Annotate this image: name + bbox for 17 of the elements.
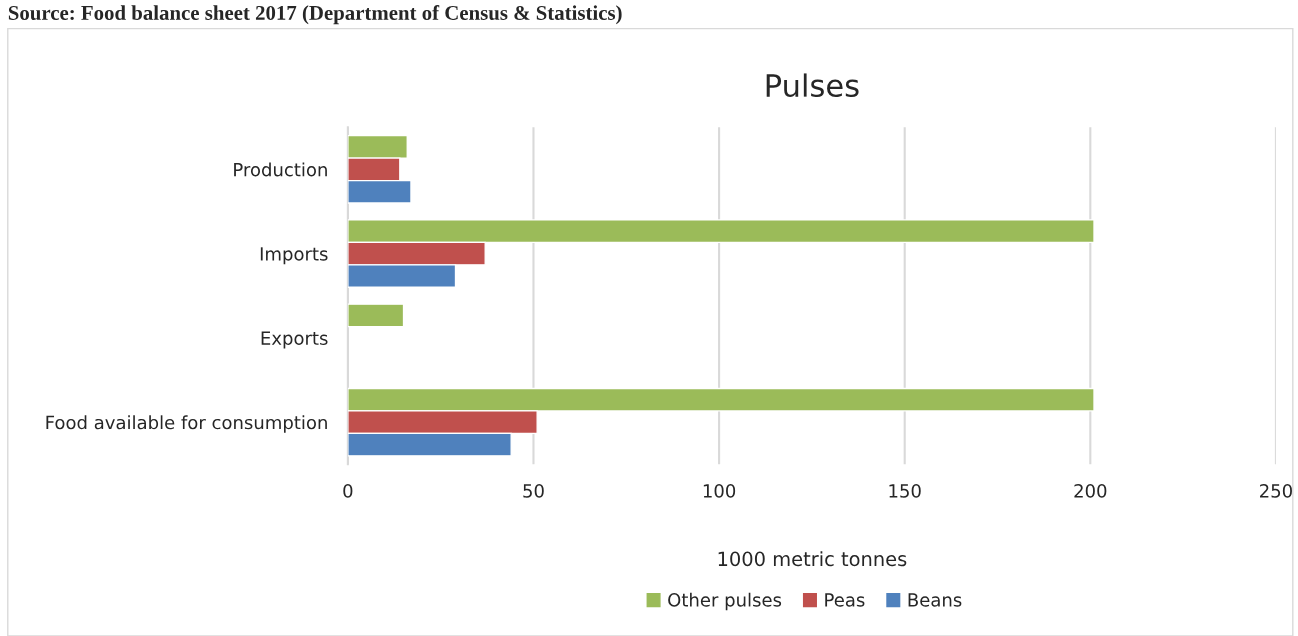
y-tick-label: Imports [260, 247, 328, 265]
legend-label: Peas [825, 593, 865, 607]
y-tick-label: Exports [261, 331, 328, 349]
x-tick-label: 250 [1260, 484, 1292, 498]
bar [347, 303, 405, 328]
legend-label: Other pulses [668, 592, 782, 611]
x-tick-label: 50 [523, 484, 544, 498]
x-axis-title: 1000 metric tonnes [718, 551, 907, 567]
legend-label: Beans [908, 593, 962, 607]
x-tick-label: 100 [703, 484, 736, 498]
chart-title: Pulses [766, 73, 859, 98]
x-tick-label: 200 [1074, 484, 1107, 498]
y-tick-label: Food available for consumption [46, 415, 327, 433]
source-note: Source: Food balance sheet 2017 (Department of Census & Statistics) [8, 5, 622, 25]
x-tick-label: 150 [889, 484, 921, 498]
x-tick-label: 0 [343, 484, 353, 498]
y-tick-label: Production [234, 162, 327, 177]
